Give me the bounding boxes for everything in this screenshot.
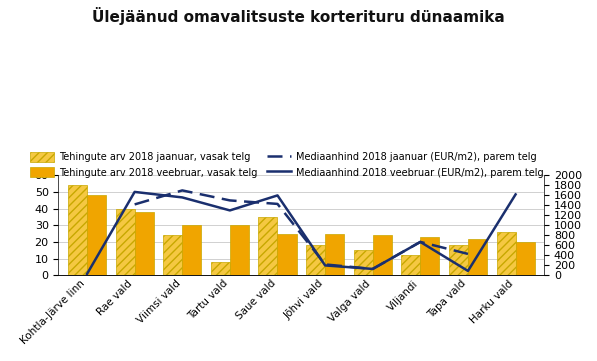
Text: Ülejäänud omavalitsuste korterituru dünaamika: Ülejäänud omavalitsuste korterituru düna…: [92, 7, 505, 25]
Bar: [325, 234, 344, 275]
Bar: [135, 212, 153, 275]
Bar: [278, 234, 297, 275]
Bar: [182, 225, 201, 275]
Bar: [401, 256, 420, 275]
Bar: [259, 217, 278, 275]
Bar: [230, 225, 249, 275]
Bar: [497, 232, 516, 275]
Bar: [116, 209, 135, 275]
Bar: [373, 235, 392, 275]
Bar: [449, 245, 468, 275]
Bar: [68, 186, 87, 275]
Bar: [420, 237, 439, 275]
Bar: [87, 195, 106, 275]
Legend: Tehingute arv 2018 jaanuar, vasak telg, Tehingute arv 2018 veebruar, vasak telg,: Tehingute arv 2018 jaanuar, vasak telg, …: [26, 148, 547, 182]
Bar: [516, 242, 535, 275]
Bar: [306, 245, 325, 275]
Bar: [211, 262, 230, 275]
Bar: [163, 235, 182, 275]
Bar: [468, 239, 487, 275]
Bar: [353, 251, 373, 275]
